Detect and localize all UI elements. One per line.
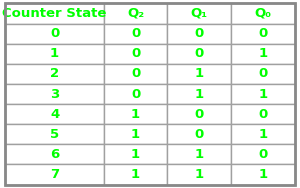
Bar (231, 3, 295, 24)
Bar (231, 124, 295, 144)
Bar (167, 84, 231, 104)
Bar (167, 164, 231, 185)
Bar (104, 44, 167, 64)
Bar (5, 64, 104, 84)
Text: 1: 1 (258, 47, 267, 60)
Bar (5, 164, 104, 185)
Text: 0: 0 (194, 108, 204, 121)
Bar (231, 64, 295, 84)
Bar (167, 64, 231, 84)
Text: 4: 4 (50, 108, 59, 121)
Text: 1: 1 (258, 168, 267, 181)
Bar (167, 24, 231, 44)
Text: 1: 1 (131, 108, 140, 121)
Text: 0: 0 (194, 128, 204, 141)
Bar (5, 24, 104, 44)
Bar (104, 3, 167, 24)
Text: 0: 0 (194, 27, 204, 40)
Text: 0: 0 (258, 108, 267, 121)
Text: 0: 0 (258, 148, 267, 161)
Text: 1: 1 (131, 128, 140, 141)
Bar (104, 164, 167, 185)
Bar (104, 124, 167, 144)
Text: 0: 0 (131, 67, 140, 80)
Bar (5, 124, 104, 144)
Text: 2: 2 (50, 67, 59, 80)
Text: 0: 0 (50, 27, 59, 40)
Text: 0: 0 (258, 27, 267, 40)
Bar (104, 104, 167, 124)
Text: 0: 0 (131, 27, 140, 40)
Bar (231, 144, 295, 164)
Bar (231, 24, 295, 44)
Bar (104, 24, 167, 44)
Text: Q₁: Q₁ (190, 7, 208, 20)
Bar (167, 104, 231, 124)
Bar (5, 44, 104, 64)
Text: 1: 1 (258, 128, 267, 141)
Text: Q₂: Q₂ (127, 7, 144, 20)
Text: 0: 0 (131, 47, 140, 60)
Bar (231, 84, 295, 104)
Text: 1: 1 (195, 67, 204, 80)
Bar (5, 84, 104, 104)
Bar (231, 104, 295, 124)
Text: 3: 3 (50, 87, 59, 101)
Text: 1: 1 (195, 148, 204, 161)
Text: 1: 1 (50, 47, 59, 60)
Bar (167, 124, 231, 144)
Text: 1: 1 (195, 87, 204, 101)
Text: Counter State: Counter State (2, 7, 107, 20)
Bar (104, 144, 167, 164)
Bar (167, 44, 231, 64)
Text: 6: 6 (50, 148, 59, 161)
Bar (167, 3, 231, 24)
Text: 7: 7 (50, 168, 59, 181)
Text: 0: 0 (194, 47, 204, 60)
Text: 1: 1 (131, 168, 140, 181)
Text: 1: 1 (258, 87, 267, 101)
Bar (104, 84, 167, 104)
Text: 5: 5 (50, 128, 59, 141)
Text: 0: 0 (131, 87, 140, 101)
Bar (5, 104, 104, 124)
Bar (5, 144, 104, 164)
Text: 0: 0 (258, 67, 267, 80)
Bar (231, 164, 295, 185)
Bar (104, 64, 167, 84)
Text: 1: 1 (131, 148, 140, 161)
Text: Q₀: Q₀ (254, 7, 271, 20)
Bar (167, 144, 231, 164)
Bar (231, 44, 295, 64)
Bar (5, 3, 104, 24)
Text: 1: 1 (195, 168, 204, 181)
